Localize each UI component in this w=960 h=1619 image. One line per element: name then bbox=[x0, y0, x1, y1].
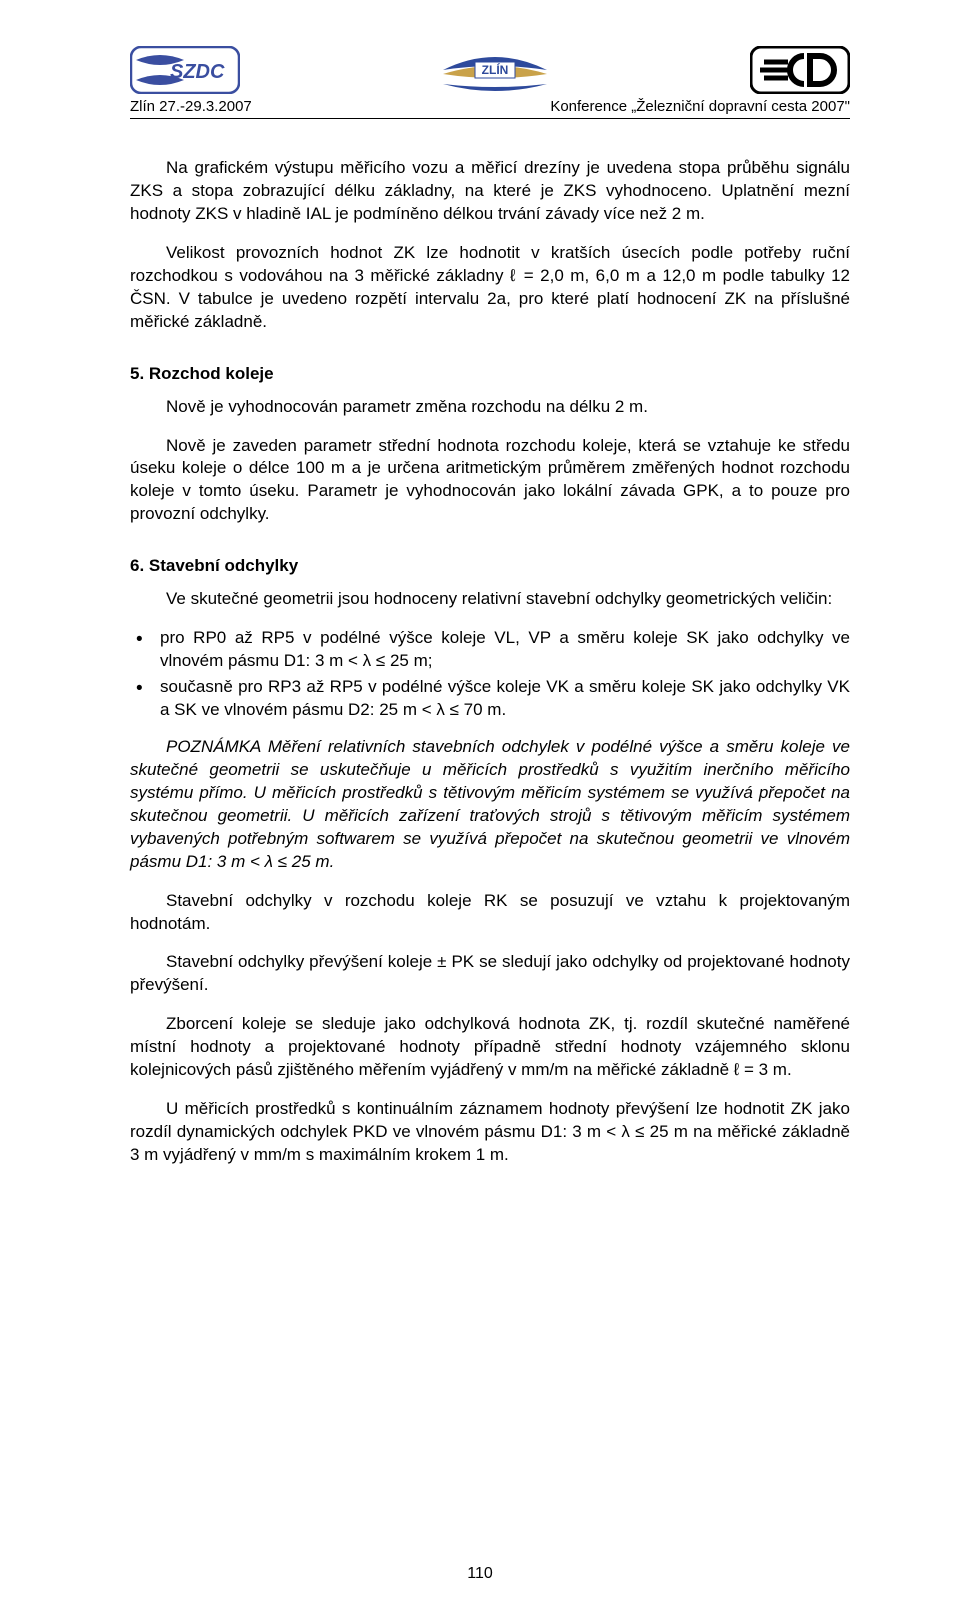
list-item: pro RP0 až RP5 v podélné výšce koleje VL… bbox=[130, 627, 850, 673]
paragraph: Stavební odchylky převýšení koleje ± PK … bbox=[130, 951, 850, 997]
paragraph: Nově je zaveden parametr střední hodnota… bbox=[130, 435, 850, 527]
cd-logo bbox=[750, 46, 850, 94]
header-divider bbox=[130, 118, 850, 119]
list-item: současně pro RP3 až RP5 v podélné výšce … bbox=[130, 676, 850, 722]
header-left-text: Zlín 27.-29.3.2007 bbox=[130, 98, 252, 115]
paragraph-note: POZNÁMKA Měření relativních stavebních o… bbox=[130, 736, 850, 874]
paragraph: Na grafickém výstupu měřicího vozu a měř… bbox=[130, 157, 850, 226]
paragraph: Nově je vyhodnocován parametr změna rozc… bbox=[130, 396, 850, 419]
paragraph: Ve skutečné geometrii jsou hodnoceny rel… bbox=[130, 588, 850, 611]
paragraph: Stavební odchylky v rozchodu koleje RK s… bbox=[130, 890, 850, 936]
svg-text:ZLÍN: ZLÍN bbox=[482, 62, 509, 77]
section-heading-6: 6. Stavební odchylky bbox=[130, 556, 850, 576]
paragraph: Velikost provozních hodnot ZK lze hodnot… bbox=[130, 242, 850, 334]
bullet-list: pro RP0 až RP5 v podélné výšce koleje VL… bbox=[130, 627, 850, 722]
szdc-logo: SZDC bbox=[130, 46, 240, 94]
zlin-logo: ZLÍN bbox=[435, 40, 555, 94]
section-heading-5: 5. Rozchod koleje bbox=[130, 364, 850, 384]
header-right-text: Konference „Železniční dopravní cesta 20… bbox=[550, 98, 850, 115]
paragraph: U měřicích prostředků s kontinuálním záz… bbox=[130, 1098, 850, 1167]
svg-text:SZDC: SZDC bbox=[170, 61, 225, 83]
paragraph: Zborcení koleje se sleduje jako odchylko… bbox=[130, 1013, 850, 1082]
page-number: 110 bbox=[0, 1565, 960, 1583]
